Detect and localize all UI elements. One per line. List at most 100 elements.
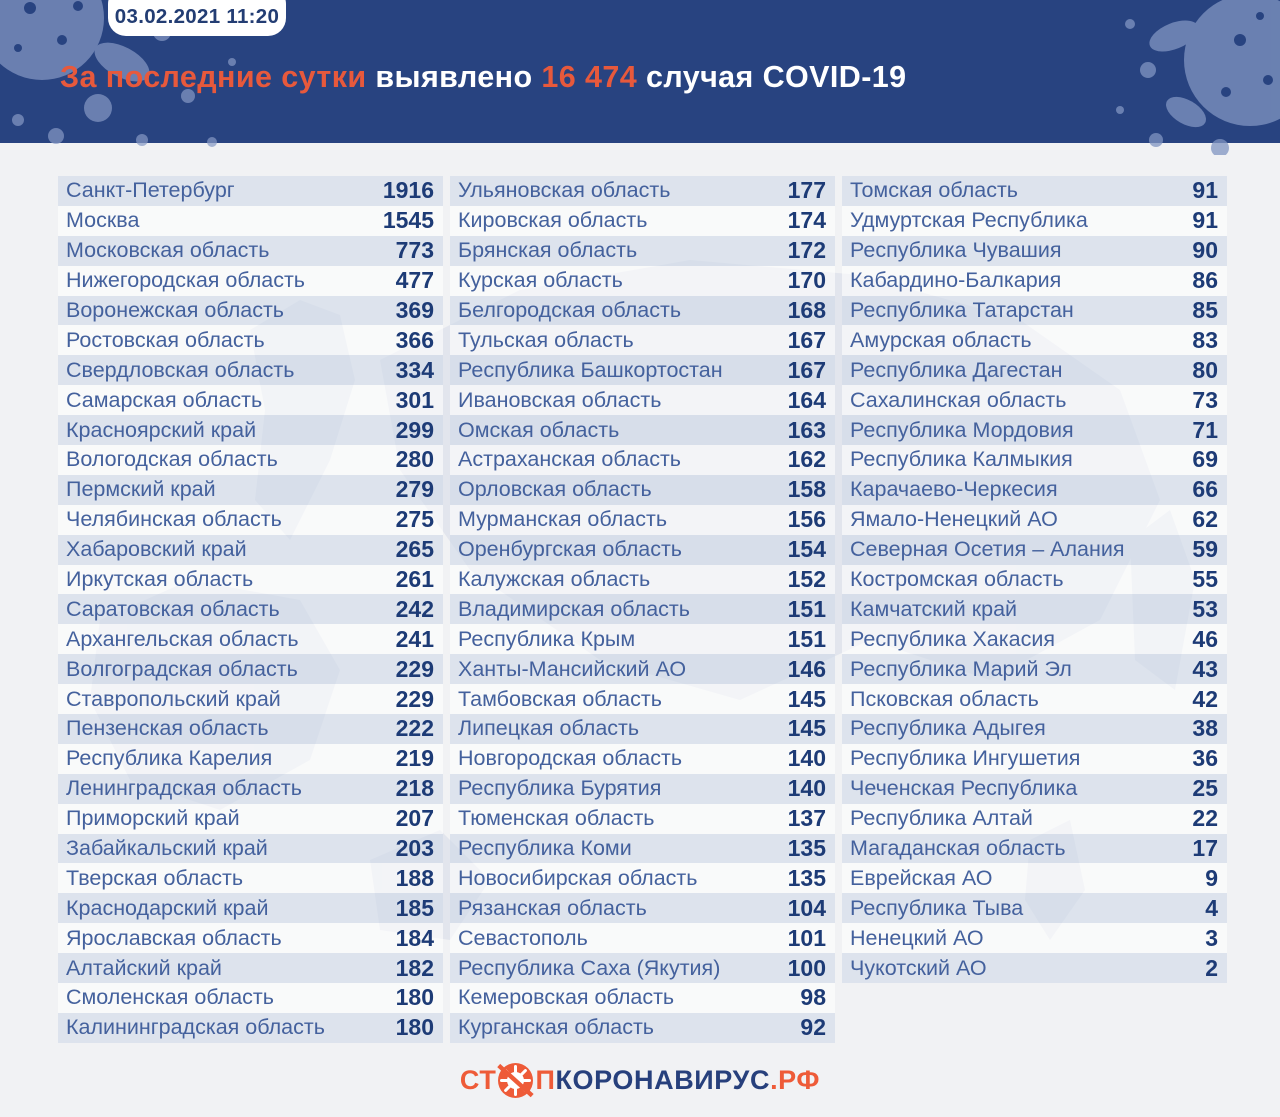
region-name: Еврейская АО xyxy=(850,865,993,890)
region-case-count: 137 xyxy=(787,805,826,832)
table-row: Пензенская область 222 xyxy=(58,714,443,744)
region-case-count: 773 xyxy=(395,237,434,264)
region-case-count: 83 xyxy=(1192,326,1218,353)
region-case-count: 85 xyxy=(1192,297,1218,323)
table-row: Республика Ингушетия 36 xyxy=(842,743,1227,774)
region-case-count: 104 xyxy=(787,894,826,921)
region-case-count: 55 xyxy=(1192,566,1218,593)
region-case-count: 369 xyxy=(395,297,434,323)
table-row: Брянская область 172 xyxy=(450,235,835,266)
region-case-count: 2 xyxy=(1205,954,1218,981)
no-virus-icon xyxy=(497,1063,535,1098)
region-name: Республика Тыва xyxy=(850,895,1024,920)
region-case-count: 66 xyxy=(1192,476,1218,503)
region-name: Омская область xyxy=(458,417,620,442)
table-row: Тверская область 188 xyxy=(58,863,443,894)
region-name: Краснодарский край xyxy=(66,895,269,920)
region-name: Ульяновская область xyxy=(458,178,671,203)
region-name: Магаданская область xyxy=(850,836,1066,861)
region-case-count: 42 xyxy=(1192,685,1218,712)
region-case-count: 301 xyxy=(395,386,434,413)
region-case-count: 229 xyxy=(395,685,434,712)
region-name: Республика Мордовия xyxy=(850,417,1074,442)
region-name: Тульская область xyxy=(458,327,634,352)
region-case-count: 1545 xyxy=(382,207,434,234)
region-case-count: 158 xyxy=(787,476,826,503)
table-row: Республика Коми 135 xyxy=(450,833,835,864)
region-name: Владимирская область xyxy=(458,596,690,621)
region-case-count: 164 xyxy=(787,386,826,413)
region-name: Санкт-Петербург xyxy=(66,178,235,203)
headline-case-count: 16 474 xyxy=(541,60,638,94)
region-case-count: 167 xyxy=(787,356,826,383)
region-name: Республика Крым xyxy=(458,626,636,651)
table-row: Республика Алтай 22 xyxy=(842,803,1227,834)
table-row: Кировская область 174 xyxy=(450,205,835,236)
region-name: Тверская область xyxy=(66,865,244,890)
region-case-count: 219 xyxy=(395,745,434,772)
region-name: Костромская область xyxy=(850,567,1064,592)
table-row: Калужская область 152 xyxy=(450,564,835,595)
region-name: Ленинградская область xyxy=(66,776,302,801)
region-name: Пермский край xyxy=(66,477,216,502)
table-row: Белгородская область 168 xyxy=(450,295,835,326)
table-row: Псковская область 42 xyxy=(842,684,1227,715)
region-name: Чеченская Республика xyxy=(850,776,1078,801)
table-row: Республика Калмыкия 69 xyxy=(842,445,1227,475)
table-row: Республика Мордовия 71 xyxy=(842,415,1227,446)
logo-text-rf: .РФ xyxy=(770,1065,821,1095)
table-row: Томская область 91 xyxy=(842,176,1227,206)
region-case-count: 218 xyxy=(395,775,434,802)
table-row: Омская область 163 xyxy=(450,415,835,446)
region-case-count: 59 xyxy=(1192,536,1218,563)
region-case-count: 25 xyxy=(1192,775,1218,802)
region-case-count: 188 xyxy=(395,864,434,891)
region-name: Республика Татарстан xyxy=(850,298,1074,322)
region-name: Ростовская область xyxy=(66,327,265,352)
region-case-count: 38 xyxy=(1192,715,1218,742)
region-name: Волгоградская область xyxy=(66,656,298,681)
table-row: Мурманская область 156 xyxy=(450,504,835,535)
region-case-count: 3 xyxy=(1205,924,1218,951)
region-case-count: 163 xyxy=(787,416,826,443)
table-row: Московская область 773 xyxy=(58,235,443,266)
table-row: Новгородская область 140 xyxy=(450,743,835,774)
table-row: Ярославская область 184 xyxy=(58,923,443,954)
region-name: Челябинская область xyxy=(66,507,282,532)
region-name: Красноярский край xyxy=(66,417,257,442)
region-case-count: 46 xyxy=(1192,625,1218,652)
region-case-count: 86 xyxy=(1192,267,1218,294)
headline-title: За последние сутки выявлено 16 474 случа… xyxy=(60,60,906,95)
logo-text-koronavirus: КОРОНАВИРУС xyxy=(555,1065,771,1095)
region-case-count: 69 xyxy=(1192,446,1218,473)
region-case-count: 265 xyxy=(395,536,434,563)
table-row: Чукотский АО 2 xyxy=(842,953,1227,984)
region-case-count: 242 xyxy=(395,595,434,622)
table-row: Волгоградская область 229 xyxy=(58,654,443,685)
region-name: Чукотский АО xyxy=(850,955,987,980)
table-row: Вологодская область 280 xyxy=(58,445,443,475)
table-row: Чеченская Республика 25 xyxy=(842,773,1227,804)
region-name: Тюменская область xyxy=(458,806,655,831)
table-row: Липецкая область 145 xyxy=(450,714,835,744)
table-row: Республика Саха (Якутия) 100 xyxy=(450,953,835,984)
region-name: Ямало-Ненецкий АО xyxy=(850,507,1058,532)
table-row: Республика Бурятия 140 xyxy=(450,773,835,804)
region-name: Республика Саха (Якутия) xyxy=(458,955,721,980)
table-row: Камчатский край 53 xyxy=(842,594,1227,625)
region-name: Тамбовская область xyxy=(458,686,662,711)
region-case-count: 43 xyxy=(1192,655,1218,682)
table-row: Пермский край 279 xyxy=(58,474,443,505)
region-case-count: 334 xyxy=(395,356,434,383)
region-table-column-3: Томская область 91 Удмуртская Республика 91… xyxy=(842,176,1227,984)
region-case-count: 180 xyxy=(395,1014,434,1041)
region-name: Ярославская область xyxy=(66,925,282,950)
logo-text-p: П xyxy=(535,1065,556,1095)
timestamp-text: 03.02.2021 11:20 xyxy=(114,5,280,28)
region-case-count: 275 xyxy=(395,506,434,533)
region-case-count: 366 xyxy=(395,326,434,353)
region-name: Республика Карелия xyxy=(66,746,273,771)
table-row: Красноярский край 299 xyxy=(58,415,443,446)
region-name: Пензенская область xyxy=(66,716,269,741)
